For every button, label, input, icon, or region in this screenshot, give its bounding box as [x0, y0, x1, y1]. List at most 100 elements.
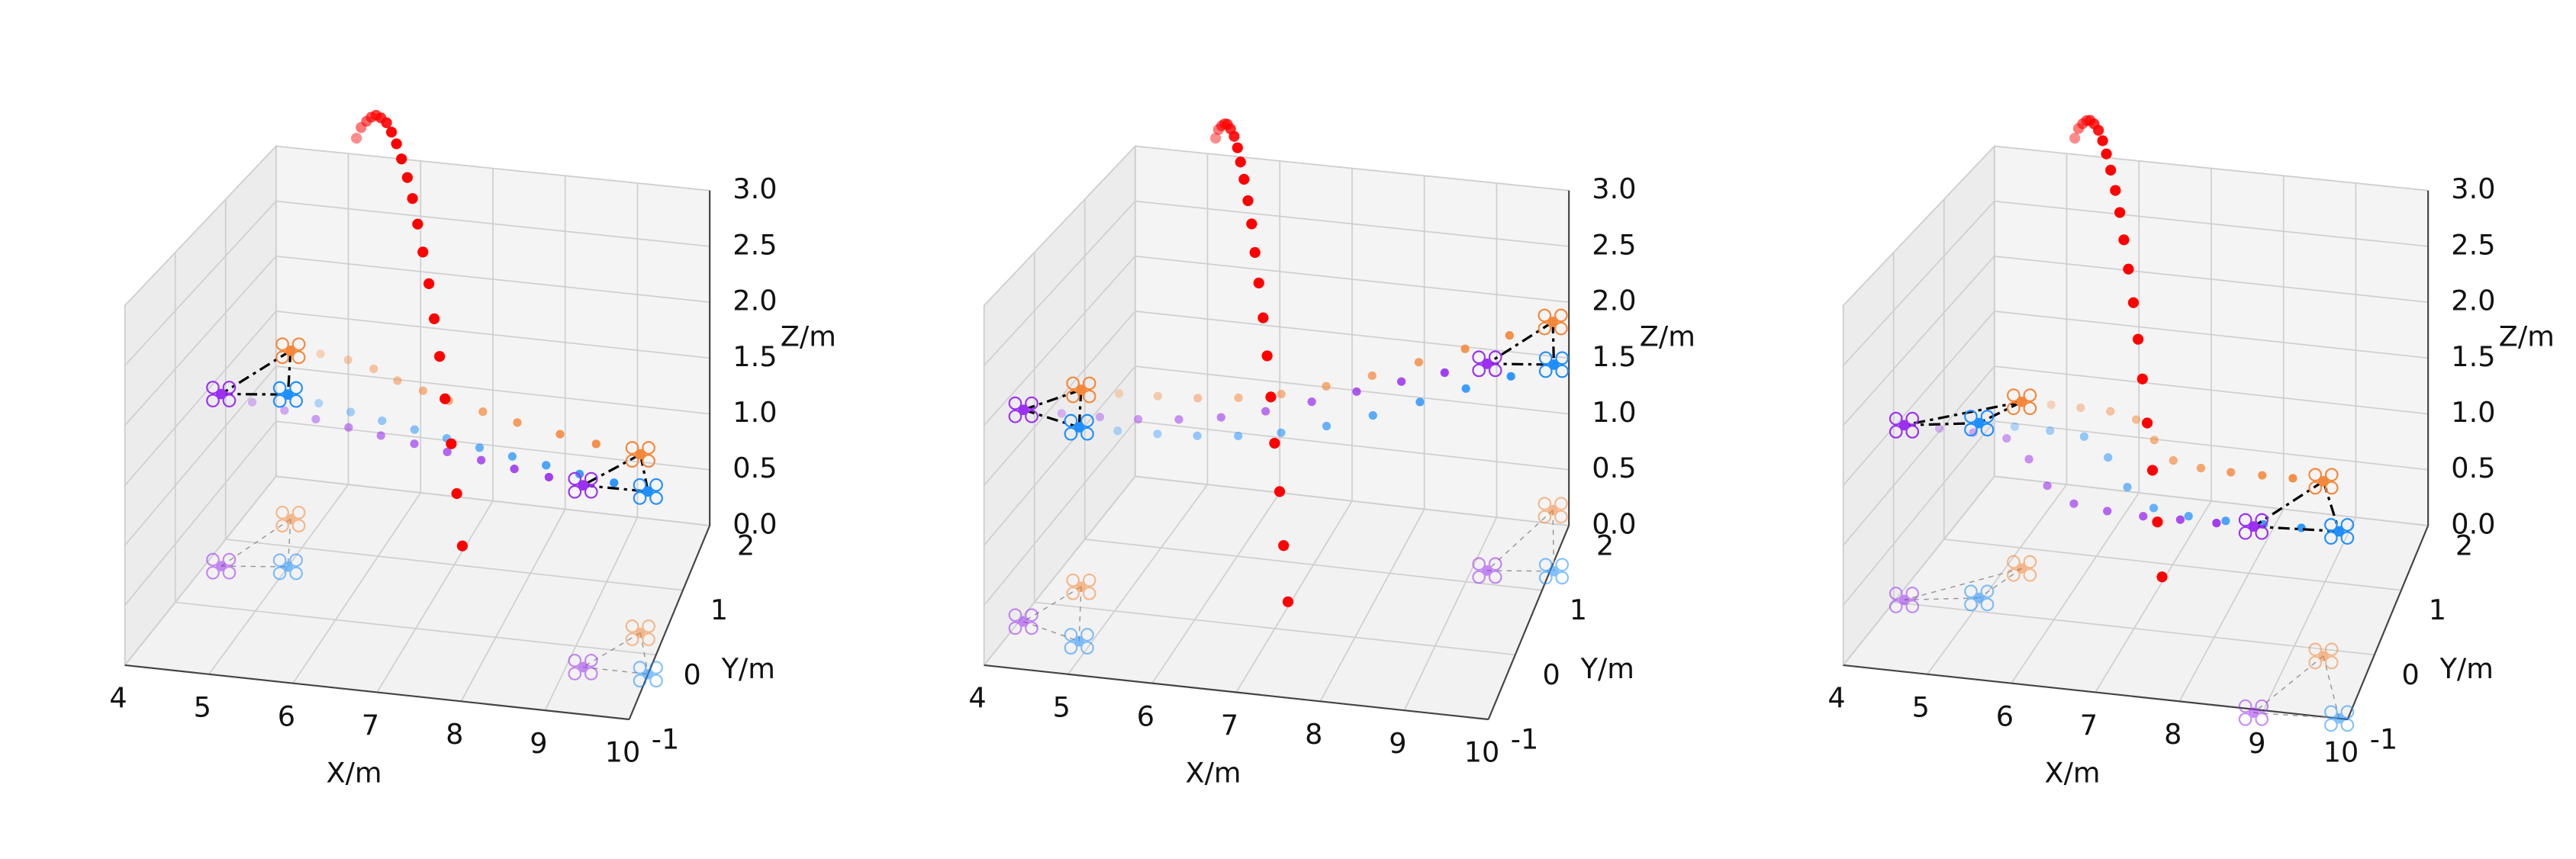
- grid-line: [2095, 500, 2212, 693]
- y-tick-label: 0: [2402, 658, 2420, 691]
- grid-line: [275, 475, 710, 526]
- rotor: [2324, 705, 2338, 719]
- rotor: [1554, 321, 1568, 336]
- rotor: [1472, 350, 1486, 365]
- drone-shadow: [206, 552, 237, 580]
- drone-body: [642, 668, 654, 680]
- ball-point: [391, 138, 402, 150]
- path-point: [1261, 407, 1270, 416]
- formation-link: [582, 453, 642, 487]
- grid-line: [1843, 201, 1995, 366]
- drone-body: [215, 388, 227, 400]
- drone-shadow: [633, 661, 663, 688]
- y-axis-line: [2346, 525, 2429, 720]
- drone-shadow: [568, 654, 598, 680]
- rotor: [2324, 518, 2338, 532]
- ball-point: [381, 117, 392, 129]
- x-tick-label: 9: [530, 727, 547, 760]
- rotor: [206, 394, 220, 407]
- rotor: [291, 337, 306, 351]
- drone-shadow: [275, 506, 306, 532]
- grid-line: [1843, 475, 1995, 666]
- rotor: [1889, 411, 1903, 426]
- path-point: [2024, 455, 2033, 464]
- drone: [275, 337, 306, 365]
- x-axis-label: X/m: [2045, 757, 2101, 790]
- drone-body: [1547, 504, 1558, 516]
- formation-link: [2253, 525, 2339, 533]
- rotor: [625, 441, 639, 455]
- rotor: [633, 674, 647, 688]
- drone-body: [2248, 521, 2259, 532]
- x-tick-label: 7: [1221, 709, 1238, 742]
- path-point: [2297, 523, 2306, 532]
- z-axis-label: Z/m: [2499, 320, 2555, 352]
- ball-point: [1278, 540, 1290, 552]
- rotor: [1064, 413, 1078, 428]
- rotor: [625, 619, 639, 633]
- path-point: [2258, 471, 2267, 480]
- ball-point: [1282, 596, 1294, 607]
- drone-shadow: [2324, 705, 2355, 732]
- x-tick-label: 4: [968, 682, 986, 715]
- shadow-link: [639, 632, 649, 674]
- rotor: [289, 394, 303, 408]
- path-point: [443, 447, 452, 457]
- path-point: [1368, 410, 1377, 420]
- rotor: [1964, 410, 1978, 423]
- rotor: [2340, 518, 2355, 532]
- grid-line: [1135, 365, 1570, 415]
- rotor: [2255, 712, 2269, 726]
- rotor: [1538, 558, 1553, 571]
- x-tick-label: 7: [362, 709, 379, 742]
- rotor: [2340, 718, 2355, 732]
- ball-point: [417, 246, 429, 258]
- subplot: 4 5 6 7 8 9 10 -101 20.0 0.5 1.0 1.5 2.0 2.5 3.0 X/m Y/m…: [968, 118, 1695, 790]
- ball-point: [1228, 130, 1240, 142]
- rotor: [1025, 621, 1038, 635]
- ball-point: [2152, 516, 2163, 528]
- drone-shadow: [625, 619, 655, 646]
- drone-body: [2318, 475, 2329, 487]
- rotor: [289, 553, 303, 568]
- rotor: [1538, 510, 1552, 524]
- rotor: [2007, 388, 2021, 402]
- x-axis-line: [984, 664, 1489, 721]
- rotor: [2007, 568, 2021, 582]
- rotor: [1538, 571, 1553, 585]
- z-tick-label: 1.0: [2451, 396, 2495, 429]
- grid-line: [1151, 492, 1280, 684]
- rotor: [1008, 409, 1022, 423]
- drone-body: [578, 480, 588, 491]
- grid-line: [124, 146, 277, 307]
- ball-point: [434, 351, 446, 362]
- x-tick-label: 8: [2164, 718, 2182, 751]
- rotor: [1472, 570, 1486, 584]
- grid-line: [1135, 145, 1570, 191]
- grid-line: [1135, 310, 1570, 359]
- rotor: [1980, 584, 1995, 598]
- z-tick-label: 1.0: [1592, 396, 1636, 429]
- rotor: [1008, 621, 1022, 635]
- z-tick-label: 1.5: [733, 340, 777, 373]
- path-point: [1322, 421, 1331, 431]
- path-point: [1114, 389, 1124, 398]
- rotor: [568, 667, 582, 680]
- path-point: [343, 356, 353, 365]
- x-tick-label: 10: [605, 736, 641, 769]
- rotor: [584, 654, 598, 668]
- y-tick-label: 0: [684, 658, 701, 691]
- rotor: [2238, 699, 2252, 713]
- ball-point: [2123, 263, 2134, 275]
- path-point: [2043, 481, 2052, 491]
- x-tick-label: 4: [1827, 682, 1845, 715]
- rotor: [649, 491, 663, 505]
- path-point: [369, 364, 378, 374]
- rotor: [2308, 481, 2323, 495]
- ball-point: [2114, 207, 2126, 218]
- rotor: [1554, 497, 1568, 511]
- grid-line: [124, 365, 277, 546]
- ball-point: [423, 278, 435, 289]
- path-point: [2104, 453, 2113, 462]
